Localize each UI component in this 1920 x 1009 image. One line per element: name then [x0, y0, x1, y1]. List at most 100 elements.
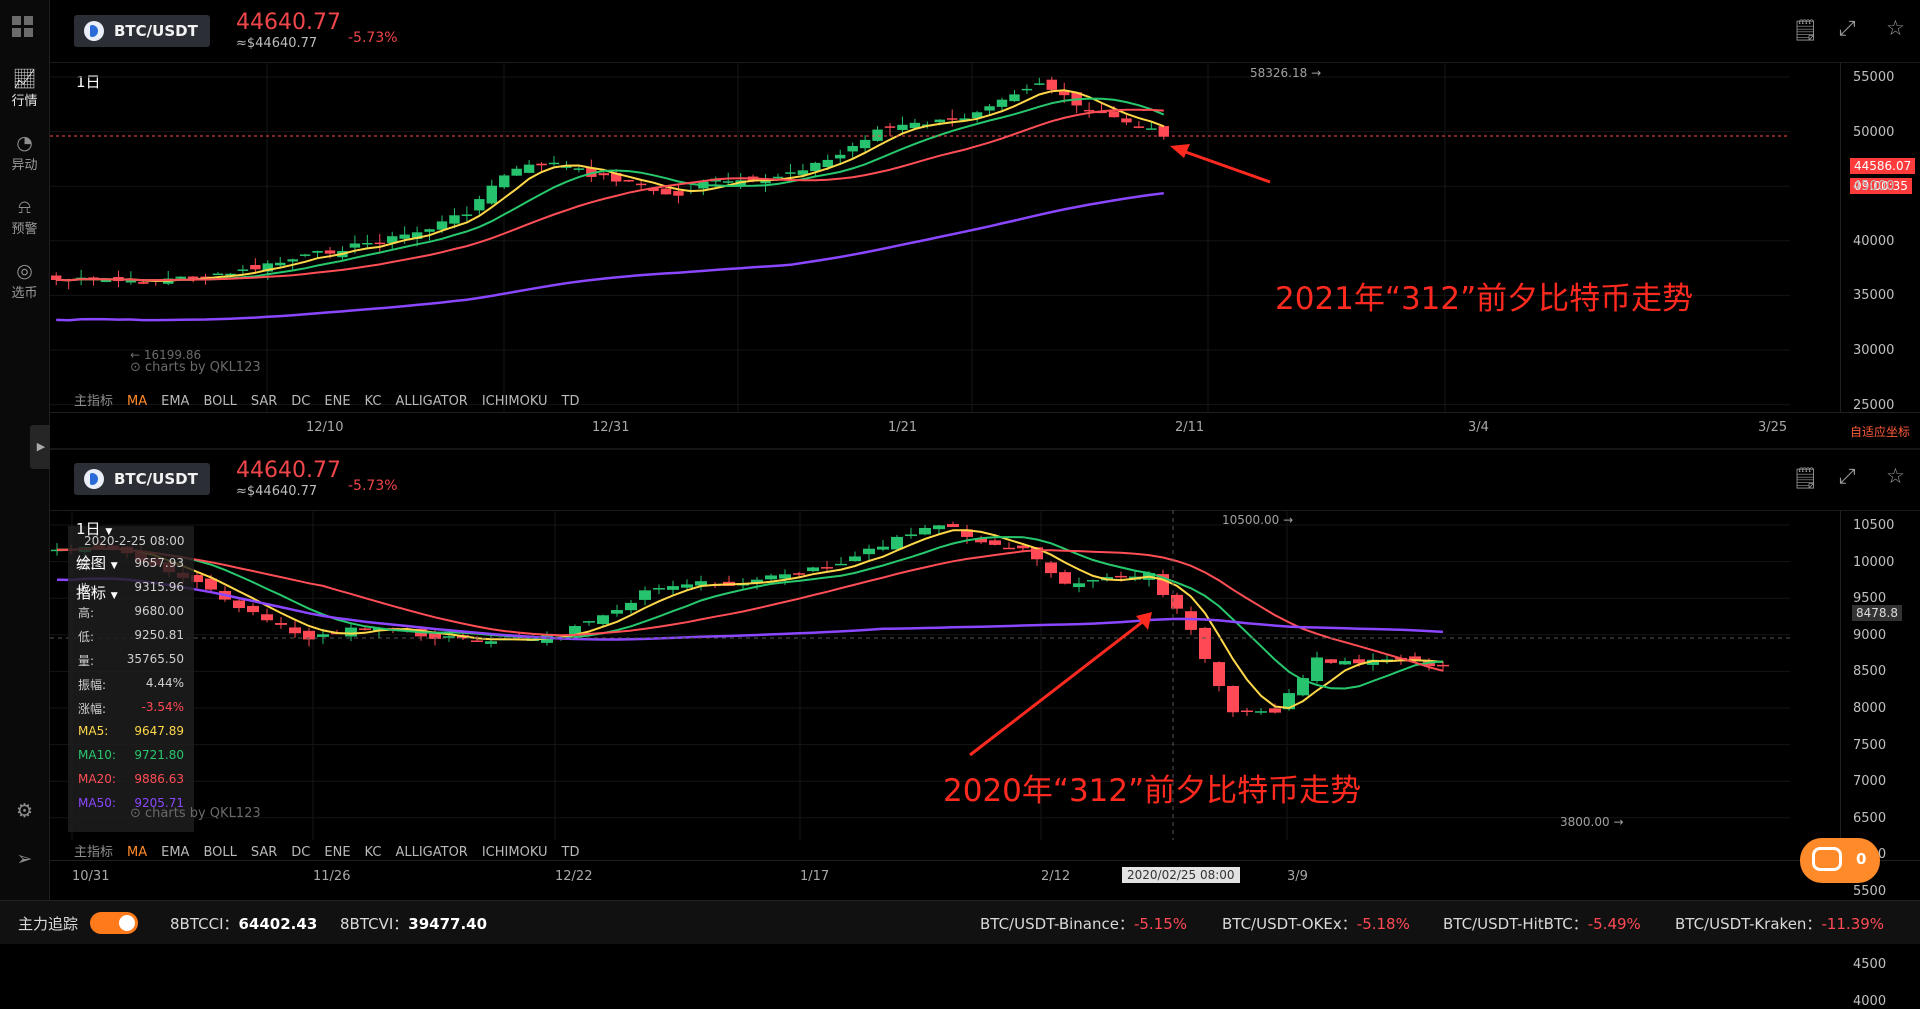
indicator-ichimoku[interactable]: ICHIMOKU: [481, 394, 548, 409]
candle: [847, 145, 858, 152]
top-x-axis: 12/10 12/31 1/21 2/11 3/4 3/25 自适应坐标: [50, 412, 1920, 449]
x-tick: 3/25: [1758, 420, 1788, 435]
candle: [205, 578, 217, 590]
candle: [996, 99, 1008, 107]
countdown-tag: 09:00:35: [1850, 178, 1912, 194]
indicator-td[interactable]: TD: [561, 845, 580, 860]
indicator-ema[interactable]: EMA: [161, 394, 190, 409]
x-tick: 1/21: [888, 420, 918, 435]
sidebar-item-market[interactable]: 📈︎ 行情: [0, 68, 49, 109]
info-row: 量: 35765.50: [78, 652, 184, 668]
candle: [399, 234, 410, 239]
low-label: ← 16199.86: [130, 348, 202, 362]
watermark: ⊙ charts by QKL123: [130, 360, 261, 375]
indicator-kc[interactable]: KC: [364, 394, 382, 409]
draw-menu[interactable]: 绘图 ▼: [76, 554, 118, 572]
exchange-okex[interactable]: BTC/USDT-OKEx：-5.18%: [1222, 915, 1410, 933]
indicator-main[interactable]: 主指标: [74, 394, 114, 409]
candle: [250, 265, 261, 270]
notes-icon[interactable]: 🗒︎: [1792, 18, 1819, 42]
auto-axis-toggle[interactable]: 自适应坐标: [1850, 425, 1911, 439]
sidebar-item-alert[interactable]: ⍾ 预警: [0, 196, 49, 237]
sidebar-item-select-coin[interactable]: ◎ 选币: [0, 260, 49, 301]
candle: [262, 263, 273, 272]
indicator-ene[interactable]: ENE: [324, 845, 351, 860]
info-row: 高: 9680.00: [78, 604, 184, 620]
settings-button[interactable]: ⚙: [0, 800, 49, 822]
star-icon[interactable]: ☆: [1886, 464, 1905, 488]
candle: [807, 567, 819, 572]
sidebar-item-movement[interactable]: ◔ 异动: [0, 132, 49, 173]
candle: [611, 610, 623, 614]
candle: [971, 112, 983, 119]
indicator-main[interactable]: 主指标: [74, 845, 114, 860]
candle: [1269, 708, 1281, 713]
send-button[interactable]: ➢: [0, 848, 49, 870]
indicator-sar[interactable]: SAR: [250, 394, 278, 409]
x-tick: 10/31: [72, 869, 110, 884]
candle: [597, 615, 609, 624]
indicator-boll[interactable]: BOLL: [203, 845, 237, 860]
ma10-line: [56, 536, 1444, 690]
fullscreen-icon[interactable]: ⤢: [1839, 16, 1856, 40]
candle: [623, 179, 634, 182]
indicator-ma[interactable]: MA: [127, 845, 148, 860]
candle: [486, 185, 497, 204]
candle: [474, 199, 485, 211]
indicator-sar[interactable]: SAR: [250, 845, 278, 860]
high-label: 10500.00 →: [1222, 513, 1294, 527]
y-tick: 7000: [1853, 774, 1887, 790]
bottom-chart-header: [50, 450, 1920, 511]
app-grid-icon[interactable]: [12, 16, 34, 38]
candle: [583, 621, 595, 623]
candle: [345, 627, 357, 637]
candle: [561, 166, 572, 168]
candle: [1146, 128, 1157, 130]
candle: [387, 236, 398, 243]
expand-panel-button[interactable]: ▶: [30, 425, 52, 469]
top-price-chart[interactable]: [50, 62, 1920, 450]
exchange-hitbtc[interactable]: BTC/USDT-HitBTC：-5.49%: [1443, 915, 1641, 933]
pair-selector[interactable]: BTC/USDT: [74, 15, 210, 47]
candle: [100, 280, 112, 283]
indicator-ene[interactable]: ENE: [324, 394, 351, 409]
candle: [523, 164, 535, 173]
info-row: 开: 9657.93: [78, 556, 184, 572]
chat-button[interactable]: 0: [1800, 838, 1880, 883]
ma20-line: [56, 108, 1164, 282]
candle: [1339, 661, 1351, 665]
ma10-line: [56, 97, 1165, 282]
indicator-dc[interactable]: DC: [291, 845, 311, 860]
exchange-kraken[interactable]: BTC/USDT-Kraken：-11.39%: [1675, 915, 1885, 933]
indicator-td[interactable]: TD: [561, 394, 580, 409]
y-tick: 10500: [1853, 518, 1895, 533]
indicator-alligator[interactable]: ALLIGATOR: [395, 394, 468, 409]
indicator-ma[interactable]: MA: [127, 394, 148, 409]
pair-selector[interactable]: BTC/USDT: [74, 463, 210, 495]
indicator-kc[interactable]: KC: [364, 845, 382, 860]
candle: [810, 162, 821, 172]
indicator-menu[interactable]: 指标 ▼: [76, 584, 118, 602]
candle: [287, 259, 298, 262]
indicator-dc[interactable]: DC: [291, 394, 311, 409]
annotation-2020: 2020年“312”前夕比特币走势: [943, 773, 1362, 809]
x-tick: 2/11: [1175, 420, 1205, 435]
star-icon[interactable]: ☆: [1886, 16, 1905, 40]
candle: [1045, 562, 1057, 574]
indicator-ema[interactable]: EMA: [161, 845, 190, 860]
exchange-binance[interactable]: BTC/USDT-Binance：-5.15%: [980, 915, 1188, 933]
notes-icon[interactable]: 🗒︎: [1792, 466, 1819, 490]
candle: [975, 538, 987, 543]
fullscreen-icon[interactable]: ⤢: [1839, 464, 1856, 488]
candle: [891, 536, 903, 550]
candle: [635, 183, 647, 186]
candle: [797, 170, 809, 175]
candle: [1073, 583, 1085, 588]
tracking-toggle[interactable]: [90, 912, 138, 934]
indicator-ichimoku[interactable]: ICHIMOKU: [481, 845, 548, 860]
timeframe-label[interactable]: 1日 ▼: [76, 520, 113, 538]
candle: [984, 106, 995, 111]
indicator-alligator[interactable]: ALLIGATOR: [395, 845, 468, 860]
ma5-line: [56, 529, 1444, 710]
indicator-boll[interactable]: BOLL: [203, 394, 237, 409]
